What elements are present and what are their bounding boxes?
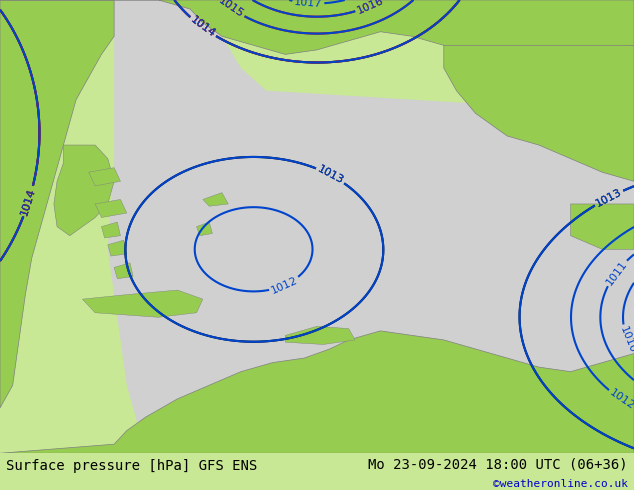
Polygon shape: [444, 46, 634, 181]
Text: 1014: 1014: [188, 15, 217, 40]
Polygon shape: [114, 263, 133, 279]
Polygon shape: [95, 199, 127, 218]
Text: 1014: 1014: [188, 15, 217, 40]
Polygon shape: [101, 222, 120, 238]
Polygon shape: [197, 222, 212, 236]
Text: 1013: 1013: [594, 187, 624, 209]
Polygon shape: [0, 331, 634, 453]
Text: ©weatheronline.co.uk: ©weatheronline.co.uk: [493, 480, 628, 490]
Text: 1015: 1015: [216, 0, 245, 20]
Polygon shape: [54, 145, 114, 236]
Polygon shape: [285, 326, 355, 344]
Text: 1016: 1016: [356, 0, 385, 16]
Text: 1016: 1016: [356, 0, 385, 16]
Text: Mo 23-09-2024 18:00 UTC (06+36): Mo 23-09-2024 18:00 UTC (06+36): [368, 457, 628, 471]
Polygon shape: [108, 240, 127, 256]
Polygon shape: [82, 290, 203, 318]
Text: 1013: 1013: [316, 164, 346, 186]
Polygon shape: [108, 0, 634, 453]
Text: 1012: 1012: [607, 388, 634, 412]
Text: 1013: 1013: [594, 187, 624, 209]
Text: 1014: 1014: [20, 186, 37, 216]
Polygon shape: [0, 0, 634, 63]
Text: 1014: 1014: [20, 186, 37, 216]
Polygon shape: [89, 168, 120, 186]
Text: 1017: 1017: [294, 0, 323, 9]
Text: 1011: 1011: [604, 258, 629, 287]
Text: 1012: 1012: [269, 275, 299, 295]
Text: 1010: 1010: [618, 325, 634, 355]
Text: 1014: 1014: [20, 186, 37, 216]
Text: 1013: 1013: [316, 164, 346, 186]
Polygon shape: [571, 204, 634, 249]
Text: 1014: 1014: [188, 15, 217, 40]
Text: Surface pressure [hPa] GFS ENS: Surface pressure [hPa] GFS ENS: [6, 459, 257, 473]
Text: 1015: 1015: [216, 0, 245, 20]
Polygon shape: [0, 0, 114, 408]
Polygon shape: [203, 193, 228, 206]
